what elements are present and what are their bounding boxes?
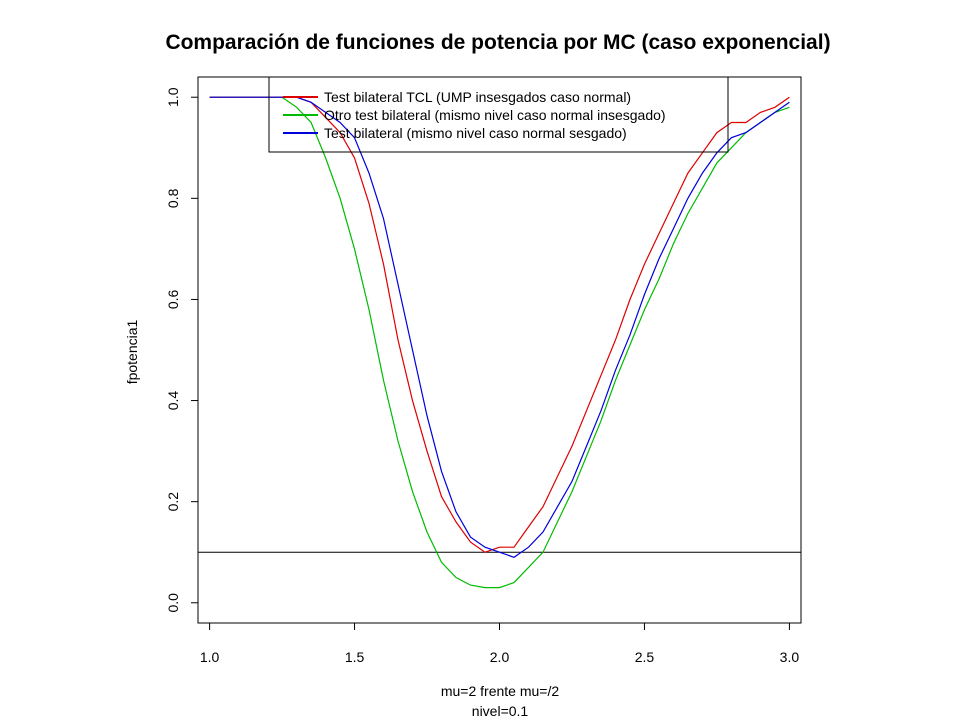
x-tick-label: 2.5 (635, 649, 655, 665)
y-tick-label: 1.0 (165, 87, 181, 107)
y-tick-label: 0.0 (165, 593, 181, 613)
x-axis-label-nivel: nivel=0.1 (472, 703, 529, 719)
y-tick-label: 0.4 (165, 391, 181, 411)
y-tick-label: 0.2 (165, 492, 181, 512)
x-tick-label: 3.0 (780, 649, 800, 665)
legend: Test bilateral TCL (UMP insesgados caso … (268, 76, 729, 153)
legend-label-3: Test bilateral (mismo nivel caso normal … (324, 125, 627, 141)
x-tick-label: 1.5 (345, 649, 365, 665)
legend-label-1: Test bilateral TCL (UMP insesgados caso … (324, 89, 631, 105)
legend-label-2: Otro test bilateral (mismo nivel caso no… (324, 107, 666, 123)
series-line-2 (209, 96, 790, 589)
x-axis-label: mu=2 frente mu=/2 (441, 683, 560, 699)
series-layer (209, 96, 790, 589)
series-line-3 (209, 96, 790, 558)
x-tick-label: 2.0 (490, 649, 510, 665)
x-axis: 1.0 1.5 2.0 2.5 3.0 (200, 622, 800, 665)
x-tick-label: 1.0 (200, 649, 220, 665)
series-line-1 (209, 96, 790, 553)
y-tick-label: 0.8 (165, 188, 181, 208)
legend-box (268, 76, 729, 153)
y-axis: 0.0 0.2 0.4 0.6 0.8 1.0 (165, 87, 199, 613)
chart-title: Comparación de funciones de potencia por… (165, 31, 830, 54)
y-axis-label: fpotencia1 (124, 319, 140, 384)
plot-frame (197, 76, 802, 624)
y-tick-label: 0.6 (165, 290, 181, 310)
